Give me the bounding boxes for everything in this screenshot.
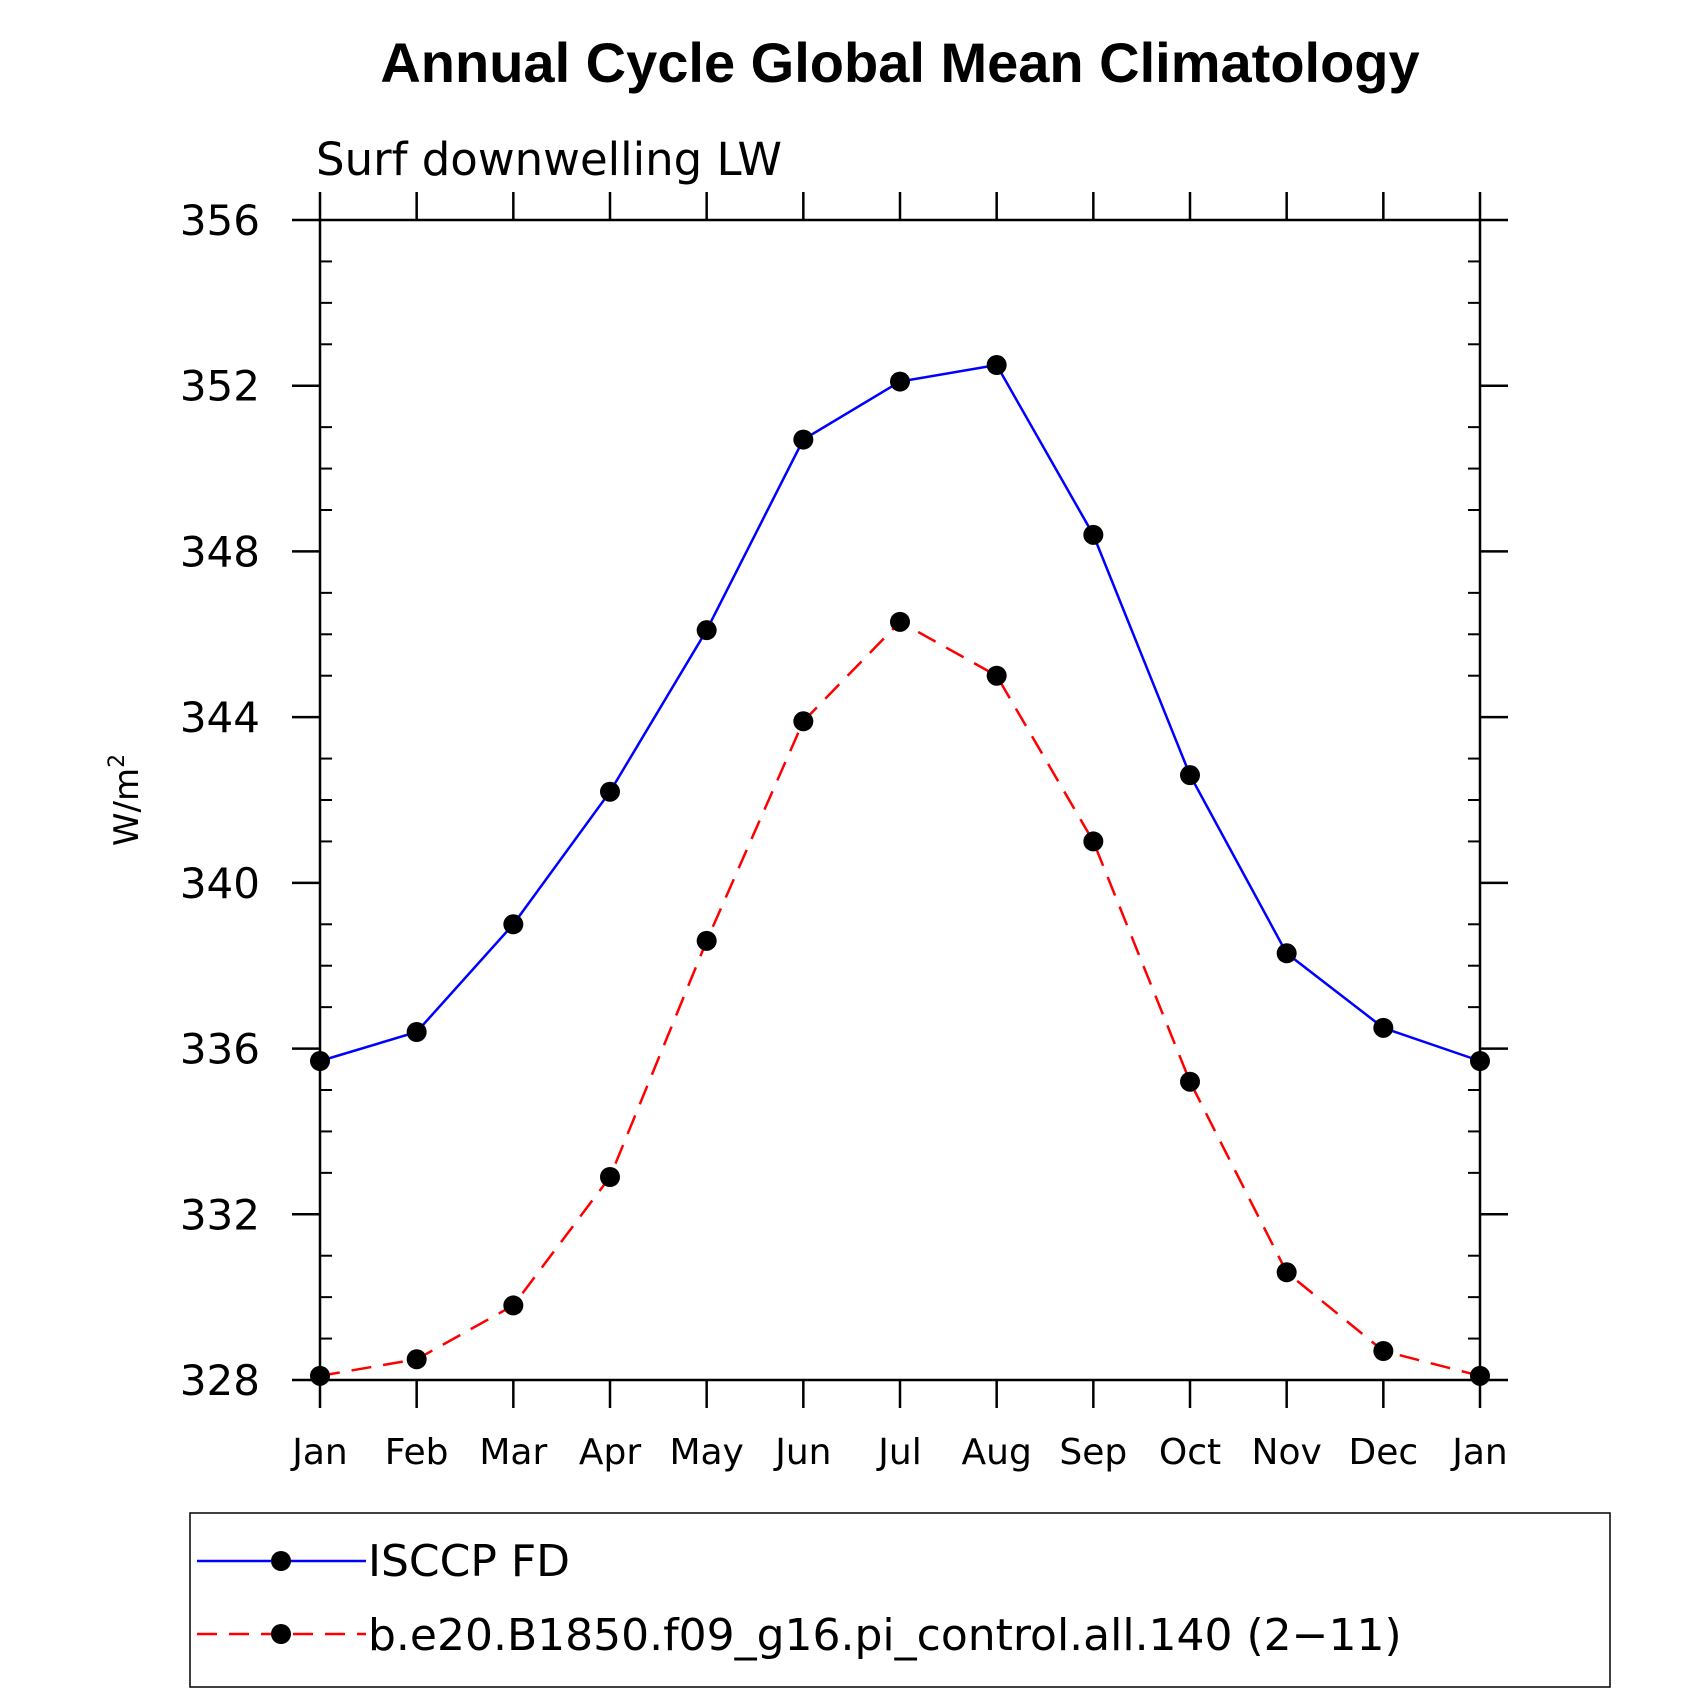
chart-title: Annual Cycle Global Mean Climatology	[380, 31, 1419, 94]
y-tick-label: 328	[180, 1356, 260, 1405]
data-point-1-9	[1180, 1071, 1200, 1092]
data-point-1-3	[600, 1167, 620, 1187]
data-point-1-1	[406, 1349, 427, 1370]
x-tick-label: Jan	[1450, 1432, 1508, 1473]
x-tick-label: Mar	[479, 1432, 547, 1473]
legend-label-isccp: ISCCP FD	[368, 1536, 570, 1587]
data-point-0-2	[503, 914, 524, 935]
x-tick-label: Nov	[1252, 1432, 1322, 1473]
x-tick-label: Apr	[579, 1432, 641, 1473]
data-point-1-11	[1373, 1341, 1394, 1361]
series-line-1	[319, 620, 1481, 1378]
y-tick-label: 332	[180, 1190, 260, 1239]
data-point-0-4	[696, 620, 717, 641]
chart-subtitle: Surf downwelling LW	[316, 133, 782, 186]
data-point-1-8	[1083, 831, 1104, 852]
x-tick-label: May	[669, 1432, 743, 1473]
data-point-1-12	[1470, 1365, 1490, 1386]
data-point-0-1	[406, 1022, 427, 1042]
x-tick-label: Jan	[290, 1432, 348, 1473]
y-axis-label-exponent: 2	[105, 754, 130, 768]
y-axis-label-unit: W/m	[107, 768, 147, 846]
plot-frame	[318, 218, 1482, 1382]
y-tick-label: 340	[180, 859, 260, 908]
data-point-1-2	[503, 1295, 524, 1316]
legend-item-model: b.e20.B1850.f09_g16.pi_control.all.140 (…	[197, 1610, 1402, 1661]
x-tick-label: Oct	[1159, 1432, 1221, 1473]
data-point-1-4	[696, 930, 717, 951]
legend-marker-model	[271, 1624, 291, 1644]
data-point-0-6	[890, 371, 910, 392]
plot-axes: 328 332 336 340 344 348 352 356 Jan Feb Mar Apr May J…	[180, 192, 1508, 1473]
legend-label-model: b.e20.B1850.f09_g16.pi_control.all.140 (…	[368, 1610, 1402, 1661]
data-point-1-5	[793, 711, 814, 732]
data-point-0-9	[1180, 765, 1200, 786]
y-tick-label: 356	[180, 196, 260, 245]
data-point-0-8	[1083, 524, 1104, 545]
legend-marker-isccp	[271, 1551, 291, 1571]
x-tick-label: Jul	[876, 1432, 921, 1473]
y-tick-label: 348	[180, 527, 260, 576]
data-point-0-7	[986, 355, 1007, 375]
x-tick-label: Aug	[962, 1432, 1032, 1473]
x-tick-label: Jun	[773, 1432, 831, 1473]
y-tick-label: 344	[180, 693, 260, 742]
series-layer	[310, 355, 1490, 1386]
x-tick-label: Feb	[385, 1432, 449, 1473]
data-point-1-10	[1276, 1262, 1297, 1283]
legend-box	[189, 1512, 1611, 1688]
data-point-0-3	[600, 781, 620, 802]
legend: ISCCP FD b.e20.B1850.f09_g16.pi_control.…	[189, 1512, 1611, 1688]
data-point-1-7	[986, 665, 1007, 686]
legend-item-isccp: ISCCP FD	[197, 1536, 570, 1587]
data-point-1-0	[310, 1365, 330, 1386]
x-tick-label: Dec	[1348, 1432, 1418, 1473]
data-point-0-5	[793, 429, 814, 450]
data-point-1-6	[890, 611, 910, 632]
x-tick-label: Sep	[1059, 1432, 1127, 1473]
data-point-0-12	[1470, 1051, 1490, 1071]
y-tick-label: 336	[180, 1025, 260, 1074]
data-point-0-0	[310, 1051, 330, 1071]
y-tick-label: 352	[180, 362, 260, 411]
data-point-0-11	[1373, 1017, 1394, 1038]
series-line-0	[319, 363, 1481, 1063]
y-axis-label: W/m2	[105, 754, 147, 846]
data-point-0-10	[1276, 943, 1297, 964]
